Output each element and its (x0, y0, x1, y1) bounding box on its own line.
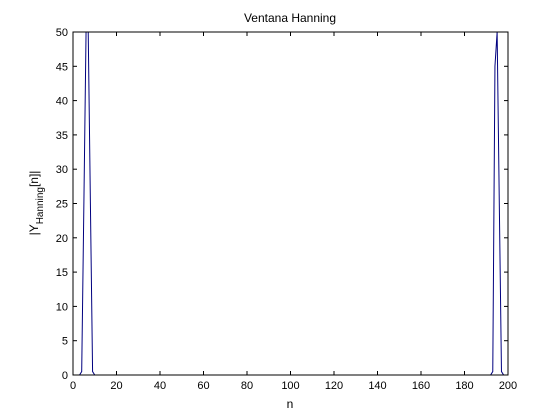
y-axis-label: |YHanning[n]| (27, 171, 46, 236)
y-axis-label-main: |Y (27, 224, 41, 235)
y-tick-label: 30 (56, 164, 68, 176)
x-tick-label: 140 (368, 380, 386, 392)
y-axis-ticks: 0 5 10 15 20 25 30 35 40 45 50 (56, 27, 508, 382)
y-axis-label-tail: [n]| (27, 171, 41, 187)
chart-title: Ventana Hanning (244, 11, 336, 25)
y-tick-label: 45 (56, 61, 68, 73)
y-tick-label: 25 (56, 199, 68, 211)
y-tick-label: 20 (56, 233, 68, 245)
x-tick-label: 180 (455, 380, 473, 392)
y-tick-label: 15 (56, 267, 68, 279)
svg-text:|YHanning[n]|: |YHanning[n]| (27, 171, 46, 236)
y-axis-label-subscript: Hanning (35, 187, 46, 224)
x-tick-label: 60 (197, 380, 209, 392)
x-tick-label: 200 (499, 380, 517, 392)
x-tick-label: 20 (110, 380, 122, 392)
plot-area (73, 32, 508, 375)
x-tick-label: 160 (412, 380, 430, 392)
x-axis-ticks: 0 20 40 60 80 100 120 140 160 180 200 (70, 32, 517, 392)
x-tick-label: 0 (70, 380, 76, 392)
y-tick-label: 35 (56, 130, 68, 142)
y-tick-label: 40 (56, 96, 68, 108)
y-tick-label: 5 (62, 336, 68, 348)
x-tick-label: 40 (154, 380, 166, 392)
x-tick-label: 80 (241, 380, 253, 392)
y-tick-label: 50 (56, 27, 68, 39)
y-tick-label: 0 (62, 370, 68, 382)
x-tick-label: 100 (281, 380, 299, 392)
x-axis-label: n (287, 397, 294, 411)
y-tick-label: 10 (56, 301, 68, 313)
x-tick-label: 120 (325, 380, 343, 392)
